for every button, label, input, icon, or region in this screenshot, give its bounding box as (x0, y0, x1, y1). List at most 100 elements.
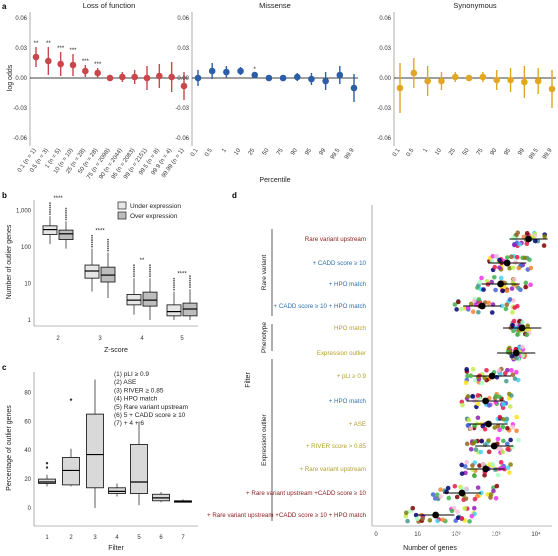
gene-dot (464, 459, 470, 465)
gene-dot (475, 415, 481, 421)
y-tick-label: 10 (24, 282, 31, 288)
gene-dot (489, 461, 495, 467)
mean-point (512, 349, 520, 357)
gene-dot (525, 323, 530, 329)
x-tick-label: 50 (262, 147, 271, 156)
mean-point (482, 397, 490, 405)
gene-dot (514, 254, 520, 260)
gene-dot (427, 518, 433, 523)
gene-dot (501, 402, 506, 407)
gene-dot (438, 494, 443, 499)
mean-point (518, 324, 526, 332)
outlier-point (49, 202, 51, 205)
panel-label-a: a (2, 2, 7, 11)
panel-c: 0 20 40 60 80 Percentage of outlier genes Filt… (6, 371, 198, 552)
x-tick-label: 5 (180, 336, 184, 342)
y-tick-label: -0.03 (175, 106, 189, 112)
significance-mark: *** (82, 59, 90, 65)
x-tick-label: 0.1 (392, 147, 402, 158)
x-tick-label: 7 (181, 535, 185, 541)
gene-dot (463, 380, 469, 385)
outlier-point (189, 279, 191, 282)
data-point (45, 57, 52, 65)
gene-dot (504, 378, 509, 384)
mean-point (488, 372, 496, 380)
gene-dot (510, 322, 515, 328)
gene-dot (514, 414, 519, 420)
gene-dot (440, 517, 446, 523)
outlier-point (149, 273, 151, 275)
x-tick-label: 4 (115, 535, 119, 541)
gene-dot (524, 230, 530, 236)
box (108, 487, 126, 495)
x-tick-label: 25 (248, 147, 257, 156)
filter-label: + ASE (349, 421, 366, 428)
outlier-point (133, 266, 135, 269)
gene-dot (403, 510, 409, 516)
data-point (465, 74, 473, 82)
gene-dot (420, 516, 425, 521)
gene-dot (507, 297, 513, 302)
data-point (156, 72, 163, 80)
box (84, 264, 100, 279)
outlier-point (65, 207, 67, 210)
gene-dot (523, 280, 529, 286)
panel-label-c: c (2, 363, 7, 372)
x-tick-label: 95 (503, 147, 512, 156)
y-tick-label: 1 (28, 318, 32, 324)
data-point (479, 73, 487, 81)
outlier-point (189, 275, 191, 278)
gene-dot (472, 423, 477, 428)
legend-label: (7) + 4 + 6 (114, 420, 144, 427)
gene-dot (405, 518, 410, 524)
gene-dot (489, 258, 495, 264)
data-point (223, 68, 230, 76)
gene-dot (449, 508, 455, 514)
x-tick-label: 90 (290, 147, 299, 156)
gene-dot (512, 376, 518, 381)
gene-dot (479, 380, 485, 386)
gene-dot (468, 301, 474, 307)
gene-dot (522, 255, 528, 261)
gene-dot (486, 449, 492, 455)
gene-dot (464, 486, 469, 491)
gene-dot (475, 393, 481, 398)
group-label: Phenotype (261, 322, 268, 353)
data-point (168, 73, 175, 81)
outlier-point (65, 218, 67, 221)
gene-dot (492, 467, 498, 472)
gene-dot (524, 241, 530, 247)
y-tick-label: 0.06 (15, 16, 27, 22)
y-tick-label: -0.06 (175, 136, 189, 142)
legend-label: (3) RIVER ≥ 0.85 (114, 387, 164, 394)
outlier-point (149, 275, 151, 278)
gene-dot (460, 402, 465, 408)
x-tick-label: 50 (462, 147, 471, 156)
x-tick-label: 10⁴ (531, 531, 541, 538)
outlier-point (45, 466, 49, 469)
gene-dot (485, 492, 490, 497)
x-tick-label: 3 (98, 336, 102, 342)
outlier-point (133, 268, 135, 271)
x-tick-label: 1 (45, 535, 49, 541)
data-point (32, 53, 40, 61)
gene-dot (493, 496, 499, 501)
gene-dot (452, 302, 458, 307)
x-axis-label: Z-score (104, 347, 128, 354)
gene-dot (507, 470, 512, 475)
outlier-point (49, 213, 51, 216)
y-axis-label: log odds (7, 64, 14, 91)
data-point (69, 61, 77, 69)
data-point (94, 69, 101, 77)
gene-dot (465, 305, 471, 311)
data-point (57, 60, 64, 68)
outlier-point (173, 288, 175, 291)
gene-dot (475, 401, 481, 407)
data-point (451, 73, 459, 81)
y-axis-label: Filter (245, 372, 252, 388)
gene-dot (486, 403, 492, 408)
gene-dot (470, 394, 476, 399)
outlier-point (189, 281, 191, 284)
data-point (350, 84, 358, 92)
